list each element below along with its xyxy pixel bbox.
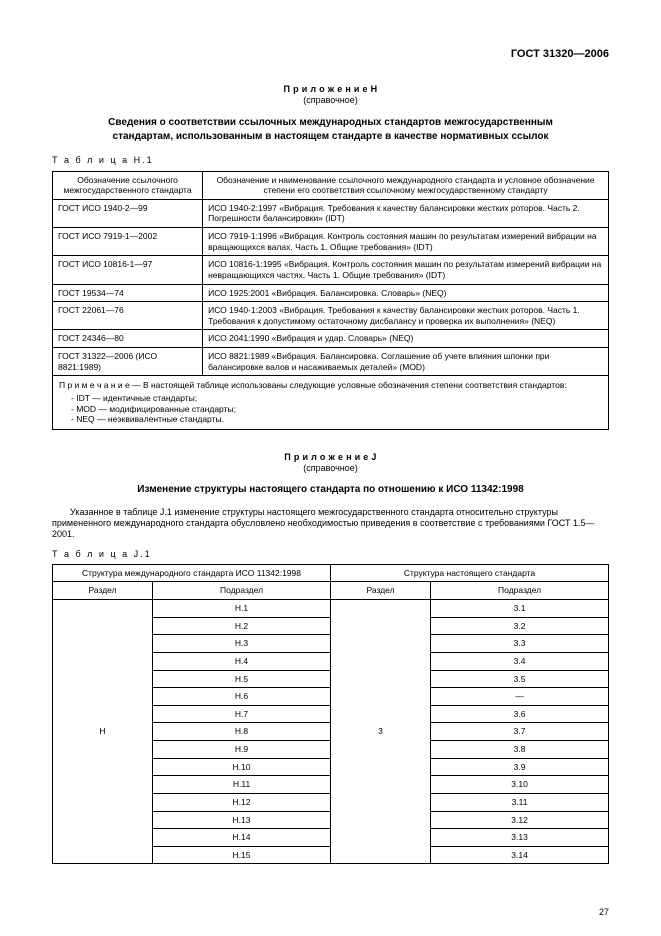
appendix-h-title: Сведения о соответствии ссылочных междун… <box>92 116 569 143</box>
note-item: MOD — модифицированные стандарты; <box>71 404 602 415</box>
table-j1-caption: Т а б л и ц а J.1 <box>52 549 609 560</box>
cell: ИСО 8821:1989 «Вибрация. Балансировка. С… <box>203 348 609 376</box>
cell: ИСО 2041:1990 «Вибрация и удар. Словарь»… <box>203 330 609 348</box>
cell: ГОСТ 31322—2006 (ИСО 8821:1989) <box>53 348 203 376</box>
cell: 3.14 <box>431 846 609 864</box>
note-item: NEQ — неэквивалентные стандарты. <box>71 414 602 425</box>
cell: 3.8 <box>431 741 609 759</box>
cell: ГОСТ 24346—80 <box>53 330 203 348</box>
table-row: ГОСТ ИСО 10816-1—97ИСО 10816-1:1995 «Виб… <box>53 256 609 284</box>
appendix-h-sub: (справочное) <box>52 95 609 106</box>
cell-razdel-left: H <box>53 600 153 864</box>
cell: 3.6 <box>431 705 609 723</box>
cell: 3.10 <box>431 776 609 794</box>
table-j1-sub4: Подраздел <box>431 582 609 600</box>
cell: Н.14 <box>153 829 331 847</box>
cell: Н.11 <box>153 776 331 794</box>
cell: Н.10 <box>153 758 331 776</box>
table-row: ГОСТ ИСО 1940-2—99ИСО 1940-2:1997 «Вибра… <box>53 199 609 227</box>
appendix-j-title: Изменение структуры настоящего стандарта… <box>92 484 569 497</box>
table-j1-h2: Структура настоящего стандарта <box>330 564 608 582</box>
cell: 3.5 <box>431 670 609 688</box>
cell: ГОСТ 19534—74 <box>53 284 203 302</box>
table-row: ГОСТ 24346—80ИСО 2041:1990 «Вибрация и у… <box>53 330 609 348</box>
cell: 3.4 <box>431 652 609 670</box>
cell: 3.7 <box>431 723 609 741</box>
cell-razdel-right: 3 <box>330 600 430 864</box>
cell: ИСО 1940-1:2003 «Вибрация. Требования к … <box>203 302 609 330</box>
cell: Н.4 <box>153 652 331 670</box>
cell: ИСО 7919-1:1996 «Вибрация. Контроль сост… <box>203 228 609 256</box>
cell: 3.9 <box>431 758 609 776</box>
cell: Н.9 <box>153 741 331 759</box>
cell: ГОСТ 22061—76 <box>53 302 203 330</box>
cell: 3.11 <box>431 793 609 811</box>
cell: 3.12 <box>431 811 609 829</box>
note-item: IDT — идентичные стандарты; <box>71 393 602 404</box>
table-h1: Обозначение ссылочного межгосударственно… <box>52 171 609 377</box>
cell: Н.8 <box>153 723 331 741</box>
table-row: ГОСТ ИСО 7919-1—2002ИСО 7919-1:1996 «Виб… <box>53 228 609 256</box>
appendix-h-label: П р и л о ж е н и е Н <box>52 84 609 95</box>
cell: Н.15 <box>153 846 331 864</box>
cell: Н.2 <box>153 617 331 635</box>
cell: ИСО 1940-2:1997 «Вибрация. Требования к … <box>203 199 609 227</box>
table-h1-col1: Обозначение ссылочного межгосударственно… <box>53 171 203 199</box>
table-j1-sub3: Раздел <box>330 582 430 600</box>
table-row: ГОСТ 31322—2006 (ИСО 8821:1989)ИСО 8821:… <box>53 348 609 376</box>
cell: Н.12 <box>153 793 331 811</box>
cell: Н.1 <box>153 600 331 618</box>
cell: 3.2 <box>431 617 609 635</box>
cell: Н.3 <box>153 635 331 653</box>
table-h1-col2: Обозначение и наименование ссылочного ме… <box>203 171 609 199</box>
cell: ИСО 10816-1:1995 «Вибрация. Контроль сос… <box>203 256 609 284</box>
note-head: П р и м е ч а н и е — В настоящей таблиц… <box>59 380 567 390</box>
cell: ГОСТ ИСО 7919-1—2002 <box>53 228 203 256</box>
cell: 3.3 <box>431 635 609 653</box>
cell: Н.5 <box>153 670 331 688</box>
cell: ГОСТ ИСО 1940-2—99 <box>53 199 203 227</box>
table-h1-note: П р и м е ч а н и е — В настоящей таблиц… <box>52 376 609 430</box>
cell: Н.6 <box>153 688 331 706</box>
appendix-j-para: Указанное в таблице J.1 изменение структ… <box>52 507 609 541</box>
cell: — <box>431 688 609 706</box>
cell: 3.13 <box>431 829 609 847</box>
table-j1-h1: Структура международного стандарта ИСО 1… <box>53 564 331 582</box>
table-j1-sub1: Раздел <box>53 582 153 600</box>
cell: Н.13 <box>153 811 331 829</box>
cell: 3.1 <box>431 600 609 618</box>
appendix-j-label: П р и л о ж е н и е J <box>52 452 609 463</box>
table-row: ГОСТ 19534—74ИСО 1925:2001 «Вибрация. Ба… <box>53 284 609 302</box>
cell: Н.7 <box>153 705 331 723</box>
cell: ГОСТ ИСО 10816-1—97 <box>53 256 203 284</box>
table-j1: Структура международного стандарта ИСО 1… <box>52 564 609 865</box>
cell: ИСО 1925:2001 «Вибрация. Балансировка. С… <box>203 284 609 302</box>
table-row: HН.133.1 <box>53 600 609 618</box>
page-number: 27 <box>599 907 609 918</box>
document-number: ГОСТ 31320—2006 <box>52 48 609 62</box>
table-row: ГОСТ 22061—76ИСО 1940-1:2003 «Вибрация. … <box>53 302 609 330</box>
appendix-j-sub: (справочное) <box>52 463 609 474</box>
table-h1-caption: Т а б л и ц а Н.1 <box>52 155 609 166</box>
table-j1-sub2: Подраздел <box>153 582 331 600</box>
